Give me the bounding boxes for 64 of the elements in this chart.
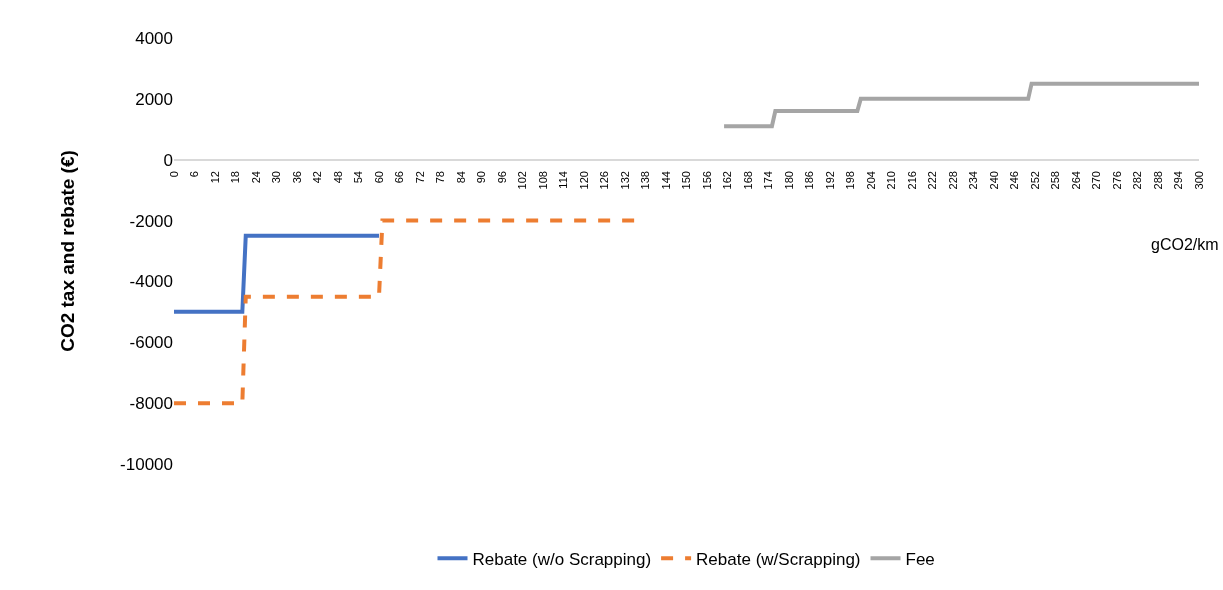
x-tick-label: 102: [516, 171, 529, 190]
x-tick-label: 18: [229, 171, 242, 184]
y-tick-label: -8000: [129, 394, 173, 414]
x-tick-label: 300: [1192, 171, 1205, 190]
x-tick-label: 30: [270, 171, 283, 184]
x-tick-label: 180: [782, 171, 795, 190]
legend-label: Rebate (w/o Scrapping): [472, 549, 652, 569]
x-tick-label: 60: [372, 171, 385, 184]
y-tick-label: -4000: [129, 272, 173, 292]
x-tick-label: 174: [762, 171, 775, 190]
x-tick-label: 168: [741, 171, 754, 190]
line-series: [722, 81, 1199, 129]
y-tick-label: 4000: [135, 28, 173, 48]
x-tick-label: 210: [885, 171, 898, 190]
x-tick-label: 222: [926, 171, 939, 190]
x-tick-label: 42: [311, 171, 324, 184]
legend-label: Rebate (w/Scrapping): [696, 549, 861, 569]
x-tick-label: 192: [823, 171, 836, 190]
x-tick-label: 78: [434, 171, 447, 184]
x-tick-label: 138: [639, 171, 652, 190]
x-tick-label: 12: [208, 171, 221, 184]
y-tick-label: -10000: [120, 454, 173, 474]
y-axis-title: CO2 tax and rebate (€): [56, 150, 78, 352]
x-tick-label: 132: [618, 171, 631, 190]
x-tick-label: 276: [1110, 171, 1123, 190]
x-tick-label: 114: [557, 171, 570, 189]
x-tick-label: 288: [1151, 171, 1164, 190]
y-tick-label: -2000: [129, 211, 173, 231]
x-tick-label: 186: [803, 171, 816, 190]
x-tick-label: 240: [987, 171, 1000, 190]
x-tick-label: 48: [331, 171, 344, 184]
x-axis-title: gCO2/km: [1151, 236, 1219, 253]
x-tick-label: 270: [1090, 171, 1103, 190]
x-tick-label: 66: [393, 171, 406, 184]
x-tick-label: 150: [680, 171, 693, 190]
x-tick-label: 228: [946, 171, 959, 190]
x-tick-label: 264: [1069, 171, 1082, 190]
x-tick-label: 24: [249, 171, 262, 184]
x-tick-label: 126: [598, 171, 611, 190]
x-tick-label: 144: [659, 171, 672, 190]
x-tick-label: 54: [352, 171, 365, 184]
x-tick-label: 90: [475, 171, 488, 184]
legend-label: Fee: [905, 549, 935, 569]
x-tick-label: 234: [967, 171, 980, 190]
x-tick-label: 162: [721, 171, 734, 190]
x-tick-label: 294: [1172, 171, 1185, 190]
x-tick-label: 258: [1049, 171, 1062, 190]
x-tick-label: 246: [1008, 171, 1021, 190]
y-tick-label: 2000: [135, 89, 173, 109]
x-tick-label: 156: [700, 171, 713, 190]
x-tick-label: 282: [1131, 171, 1144, 190]
x-tick-label: 108: [536, 171, 549, 190]
x-tick-label: 252: [1028, 171, 1041, 190]
y-tick-label: -6000: [129, 333, 173, 353]
x-tick-label: 72: [413, 171, 426, 184]
x-tick-label: 84: [454, 171, 467, 184]
x-tick-label: 6: [188, 171, 201, 178]
x-tick-label: 216: [905, 171, 918, 190]
x-tick-label: 204: [864, 171, 877, 190]
x-tick-label: 96: [495, 171, 508, 184]
x-tick-label: 0: [167, 171, 180, 178]
x-tick-label: 120: [577, 171, 590, 190]
x-tick-label: 36: [290, 171, 303, 184]
x-tick-label: 198: [844, 171, 857, 190]
